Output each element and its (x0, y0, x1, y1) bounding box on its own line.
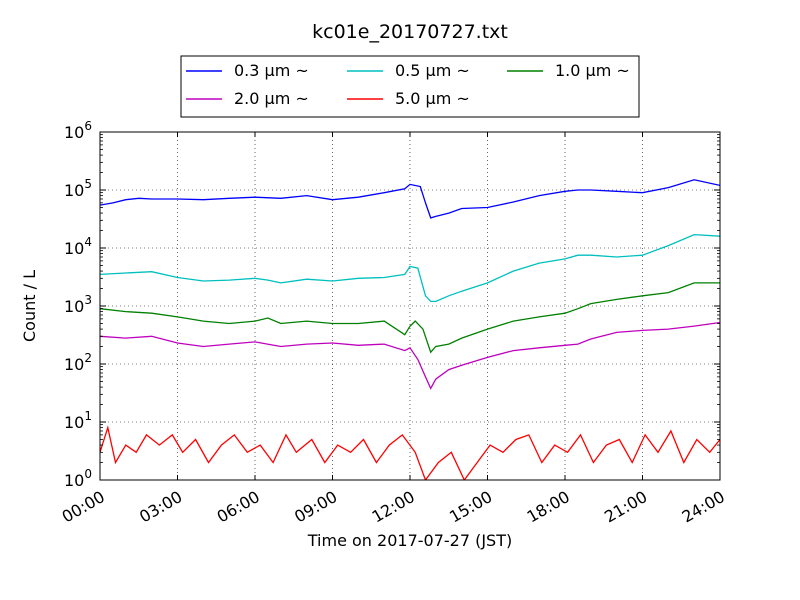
y-tick-exponent: 4 (84, 235, 92, 249)
legend-label-3: 2.0 μm ~ (234, 89, 309, 108)
y-tick-base: 10 (64, 413, 84, 432)
x-axis-label: Time on 2017-07-27 (JST) (307, 531, 512, 550)
series-line-3 (100, 321, 720, 390)
y-tick-base: 10 (64, 181, 84, 200)
x-tick-label: 24:00 (679, 487, 728, 527)
y-tick-base: 10 (64, 123, 84, 142)
y-tick-exponent: 0 (84, 467, 92, 481)
legend: 0.3 μm ~ 0.5 μm ~ 1.0 μm ~ 2.0 μm ~ 5.0 μm ~ (180, 55, 640, 118)
y-tick-exponent: 2 (84, 351, 92, 365)
x-tick-label: 09:00 (291, 487, 340, 527)
y-tick-label: 102 (64, 351, 92, 374)
y-tick-label: 105 (64, 177, 92, 200)
y-tick-exponent: 1 (84, 409, 92, 423)
x-tick-label: 00:00 (59, 487, 108, 527)
series-line-4 (100, 425, 720, 480)
x-tick-label: 21:00 (601, 487, 650, 527)
y-tick-label: 103 (64, 293, 92, 316)
y-tick-label: 106 (64, 119, 92, 142)
legend-label-4: 5.0 μm ~ (395, 89, 470, 108)
x-tick-label: 06:00 (214, 487, 263, 527)
legend-label-1: 0.5 μm ~ (395, 61, 470, 80)
y-tick-exponent: 6 (84, 119, 92, 133)
legend-label-2: 1.0 μm ~ (555, 61, 630, 80)
y-tick-base: 10 (64, 355, 84, 374)
series-line-1 (100, 233, 720, 303)
y-tick-exponent: 5 (84, 177, 92, 191)
x-tick-label: 15:00 (446, 487, 495, 527)
y-tick-base: 10 (64, 239, 84, 258)
y-tick-label: 100 (64, 467, 92, 490)
x-tick-label: 12:00 (369, 487, 418, 527)
legend-box (180, 55, 640, 118)
y-tick-label: 101 (64, 409, 92, 432)
x-tick-label: 03:00 (136, 487, 185, 527)
series-layer (100, 179, 720, 480)
axes: 00:00 03:00 06:00 09:00 12:00 15:00 18:00 21:00… (59, 119, 728, 527)
legend-label-0: 0.3 μm ~ (234, 61, 309, 80)
chart-title: kc01e_20170727.txt (312, 21, 508, 43)
y-tick-base: 10 (64, 297, 84, 316)
y-tick-base: 10 (64, 471, 84, 490)
x-tick-label: 18:00 (524, 487, 573, 527)
y-axis-label: Count / L (20, 270, 39, 342)
series-line-0 (100, 179, 720, 219)
series-line-2 (100, 282, 720, 354)
grid (100, 132, 720, 480)
y-tick-label: 104 (64, 235, 92, 258)
y-tick-exponent: 3 (84, 293, 92, 307)
